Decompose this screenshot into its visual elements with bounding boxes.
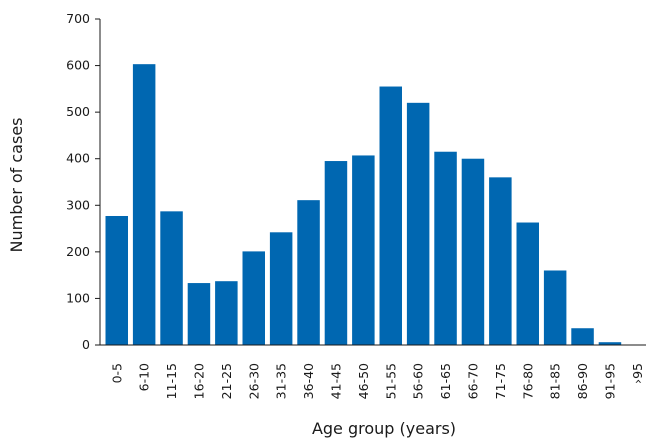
- y-tick-label: 600: [66, 58, 90, 73]
- y-tick-label: 300: [66, 197, 90, 212]
- x-tick-label: 46-50: [356, 363, 371, 399]
- bar: [406, 102, 430, 345]
- bar: [242, 251, 265, 345]
- bar: [379, 86, 402, 346]
- x-tick-label: 36-40: [301, 363, 316, 399]
- bar: [571, 328, 594, 345]
- bar: [516, 222, 539, 345]
- y-tick-label: 100: [66, 290, 90, 305]
- y-tick-label: 700: [66, 11, 90, 26]
- y-axis: 0 100 200 300 400 500 600 700: [66, 11, 101, 352]
- x-tick-label: 11-15: [164, 363, 179, 399]
- y-axis-title: Number of cases: [7, 118, 26, 253]
- bar: [132, 64, 156, 345]
- x-tick-label: 0-5: [109, 363, 124, 383]
- x-axis-title: Age group (years): [312, 419, 456, 438]
- y-tick-label: 500: [66, 104, 90, 119]
- bar: [269, 232, 293, 345]
- y-tick-label: 0: [82, 337, 90, 352]
- bar: [461, 158, 485, 345]
- bar: [434, 151, 457, 345]
- x-tick-label: 71-75: [493, 363, 508, 399]
- bar: [598, 342, 622, 345]
- x-tick-label: 61-65: [438, 363, 453, 399]
- x-tick-label: 81-85: [548, 363, 563, 399]
- x-tick-label: 16-20: [191, 363, 206, 399]
- x-tick-label: 31-35: [274, 363, 289, 399]
- bar: [543, 270, 567, 345]
- x-tick-label: 51-55: [383, 363, 398, 399]
- bar: [105, 215, 128, 345]
- x-tick-label: 56-60: [411, 363, 426, 399]
- bar: [324, 161, 348, 345]
- bars: [105, 64, 622, 346]
- x-axis: 0-5 6-10 11-15 16-20 21-25 26-30 31-35 36-40 41-…: [100, 344, 646, 399]
- x-tick-label: 66-70: [465, 363, 480, 399]
- x-tick-label: 26-30: [246, 363, 261, 399]
- x-tick-label: 21-25: [219, 363, 234, 399]
- bar: [297, 200, 320, 345]
- x-tick-label: ›95: [630, 363, 645, 384]
- x-tick-label: 6-10: [137, 363, 152, 391]
- y-tick-label: 400: [66, 151, 90, 166]
- x-tick-label: 91-95: [602, 363, 617, 399]
- x-tick-label: 86-90: [575, 363, 590, 399]
- bar: [489, 177, 512, 345]
- y-tick-label: 200: [66, 244, 90, 259]
- x-tick-label: 41-45: [328, 363, 343, 399]
- bar: [187, 283, 211, 345]
- bar: [352, 155, 375, 345]
- x-tick-label: 76-80: [520, 363, 535, 399]
- bar: [215, 281, 238, 345]
- bar: [160, 211, 183, 345]
